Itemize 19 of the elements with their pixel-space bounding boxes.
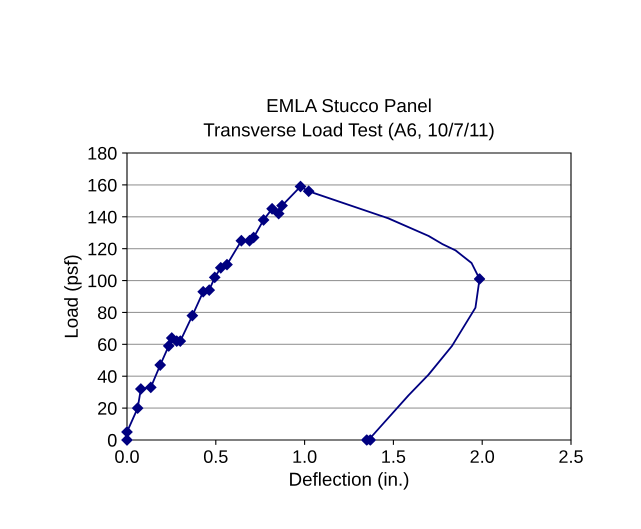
chart-title: EMLA Stucco Panel Transverse Load Test (A6, 10/7/11) [204, 98, 494, 140]
x-tick-label: 1.5 [382, 450, 406, 463]
y-tick-label: 60 [98, 338, 117, 352]
x-tick-label: 2.0 [470, 450, 494, 463]
y-tick-label: 80 [98, 306, 117, 320]
x-tick-label: 1.0 [293, 450, 316, 463]
y-tick-label: 140 [88, 210, 117, 224]
y-tick-label: 100 [88, 274, 117, 288]
x-tick-label: 0.5 [204, 450, 228, 463]
y-tick-label: 0 [108, 434, 117, 447]
y-axis-title: Load (psf) [64, 255, 82, 338]
y-tick-label: 20 [98, 402, 117, 415]
y-tick-label: 180 [88, 146, 117, 160]
x-tick-label: 2.5 [559, 450, 583, 463]
y-tick-label: 40 [98, 370, 117, 383]
x-tick-label: 0.0 [115, 450, 139, 463]
y-tick-label: 160 [88, 178, 117, 192]
y-tick-label: 120 [88, 242, 117, 256]
x-axis-title: Deflection (in.) [290, 472, 408, 490]
